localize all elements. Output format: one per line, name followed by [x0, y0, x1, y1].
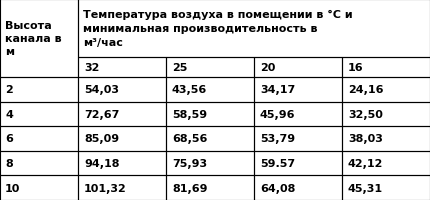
Bar — [342, 102, 430, 127]
Text: м: м — [5, 47, 14, 57]
Text: 2: 2 — [5, 85, 13, 95]
Text: 8: 8 — [5, 158, 13, 168]
Bar — [342, 176, 430, 200]
Bar — [254, 176, 342, 200]
Bar — [166, 58, 254, 78]
Bar — [254, 102, 342, 127]
Text: 16: 16 — [348, 63, 364, 73]
Text: 59.57: 59.57 — [260, 158, 295, 168]
Text: 42,12: 42,12 — [348, 158, 384, 168]
Text: 20: 20 — [260, 63, 275, 73]
Bar — [342, 127, 430, 151]
Text: 4: 4 — [5, 109, 13, 119]
Bar — [166, 151, 254, 176]
Text: 10: 10 — [5, 183, 20, 193]
Text: 24,16: 24,16 — [348, 85, 384, 95]
Bar — [342, 151, 430, 176]
Text: 43,56: 43,56 — [172, 85, 207, 95]
Text: Высота: Высота — [5, 21, 52, 31]
Text: м³/час: м³/час — [83, 38, 123, 48]
Text: Температура воздуха в помещении в °C и: Температура воздуха в помещении в °C и — [83, 10, 353, 20]
Text: 45,96: 45,96 — [260, 109, 295, 119]
Text: 101,32: 101,32 — [84, 183, 127, 193]
Bar — [254, 127, 342, 151]
Bar — [0, 102, 78, 127]
Text: 81,69: 81,69 — [172, 183, 208, 193]
Text: 38,03: 38,03 — [348, 134, 383, 144]
Text: 45,31: 45,31 — [348, 183, 383, 193]
Bar — [342, 78, 430, 102]
Bar — [78, 127, 166, 151]
Bar — [78, 0, 430, 58]
Text: 53,79: 53,79 — [260, 134, 295, 144]
Text: 72,67: 72,67 — [84, 109, 120, 119]
Text: 32,50: 32,50 — [348, 109, 383, 119]
Text: 68,56: 68,56 — [172, 134, 207, 144]
Bar — [78, 151, 166, 176]
Bar — [0, 151, 78, 176]
Bar — [78, 102, 166, 127]
Bar — [0, 0, 78, 78]
Bar — [254, 78, 342, 102]
Text: 6: 6 — [5, 134, 13, 144]
Text: 34,17: 34,17 — [260, 85, 295, 95]
Bar — [166, 102, 254, 127]
Bar — [166, 176, 254, 200]
Bar — [0, 176, 78, 200]
Bar — [254, 58, 342, 78]
Bar — [78, 78, 166, 102]
Text: 64,08: 64,08 — [260, 183, 295, 193]
Bar — [166, 78, 254, 102]
Text: 94,18: 94,18 — [84, 158, 120, 168]
Bar — [254, 151, 342, 176]
Bar — [342, 58, 430, 78]
Text: 32: 32 — [84, 63, 99, 73]
Bar — [78, 176, 166, 200]
Bar — [0, 127, 78, 151]
Text: 58,59: 58,59 — [172, 109, 207, 119]
Text: 54,03: 54,03 — [84, 85, 119, 95]
Text: канала в: канала в — [5, 34, 61, 44]
Text: 85,09: 85,09 — [84, 134, 119, 144]
Text: минимальная производительность в: минимальная производительность в — [83, 24, 317, 34]
Bar — [166, 127, 254, 151]
Text: 75,93: 75,93 — [172, 158, 207, 168]
Bar — [78, 58, 166, 78]
Text: 25: 25 — [172, 63, 187, 73]
Bar — [0, 78, 78, 102]
